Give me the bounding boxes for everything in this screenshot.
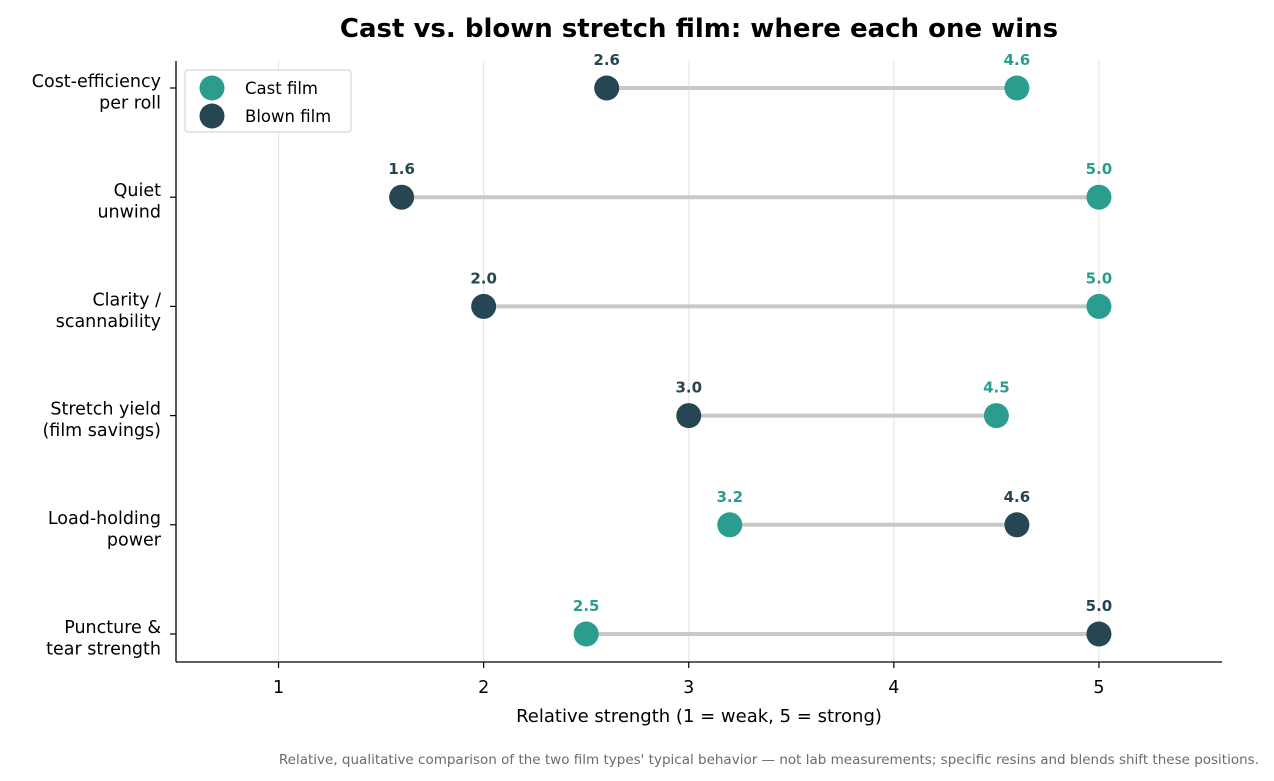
axes	[175, 61, 1222, 663]
data-points	[389, 75, 1112, 647]
value-label-blown-film-clarity-scannability: 2.0	[470, 269, 497, 287]
x-tick-label-5: 5	[1093, 678, 1104, 698]
y-tick-label-clarity-scannability: Clarity / scannability	[56, 290, 161, 332]
legend-marker-blown-film	[199, 103, 225, 129]
point-cast-film-quiet-unwind	[1086, 184, 1112, 210]
point-cast-film-load-holding-power	[717, 512, 743, 538]
x-tick-labels: 1 2 3 4 5	[273, 662, 1105, 698]
value-label-blown-film-load-holding-power: 4.6	[1004, 488, 1031, 506]
value-label-blown-film-quiet-unwind: 1.6	[388, 160, 415, 178]
point-blown-film-stretch-yield-film-savings	[676, 403, 702, 429]
footnote: Relative, qualitative comparison of the …	[279, 752, 1259, 768]
point-blown-film-quiet-unwind	[389, 184, 415, 210]
y-tick-label-load-holding-power: Load-holding power	[48, 509, 162, 551]
y-tick-label-puncture-tear-strength: Puncture & tear strength	[46, 618, 161, 660]
grid-lines	[277, 61, 1100, 662]
y-tick-label-stretch-yield-film-savings: Stretch yield (film savings)	[42, 400, 161, 442]
value-label-cast-film-stretch-yield-film-savings: 4.5	[983, 379, 1010, 397]
y-tick-labels: Cost-efficiency per roll Quiet unwind Clarit…	[32, 72, 176, 660]
connector-lines	[401, 86, 1099, 636]
y-tick-label-quiet-unwind: Quiet unwind	[97, 181, 161, 223]
x-tick-label-4: 4	[888, 678, 899, 698]
value-label-cast-film-clarity-scannability: 5.0	[1086, 269, 1113, 287]
x-tick-label-3: 3	[683, 678, 694, 698]
point-cast-film-cost-efficiency-per-roll	[1004, 75, 1030, 101]
value-label-cast-film-cost-efficiency-per-roll: 4.6	[1004, 51, 1031, 69]
legend-label-cast-film: Cast film	[245, 79, 318, 98]
value-label-cast-film-puncture-tear-strength: 2.5	[573, 597, 600, 615]
point-blown-film-clarity-scannability	[471, 293, 497, 319]
point-cast-film-stretch-yield-film-savings	[983, 403, 1009, 429]
point-cast-film-clarity-scannability	[1086, 293, 1112, 319]
x-tick-label-1: 1	[273, 678, 284, 698]
value-label-cast-film-load-holding-power: 3.2	[716, 488, 743, 506]
y-tick-label-cost-efficiency-per-roll: Cost-efficiency per roll	[32, 72, 161, 114]
point-blown-film-cost-efficiency-per-roll	[594, 75, 620, 101]
legend-label-blown-film: Blown film	[245, 107, 331, 126]
value-label-blown-film-stretch-yield-film-savings: 3.0	[675, 379, 702, 397]
value-label-blown-film-cost-efficiency-per-roll: 2.6	[593, 51, 620, 69]
x-tick-label-2: 2	[478, 678, 489, 698]
point-blown-film-puncture-tear-strength	[1086, 621, 1112, 647]
chart-title: Cast vs. blown stretch film: where each …	[340, 14, 1058, 44]
legend-box	[184, 69, 352, 133]
point-cast-film-puncture-tear-strength	[573, 621, 599, 647]
legend: Cast film Blown film	[184, 69, 352, 133]
point-blown-film-load-holding-power	[1004, 512, 1030, 538]
value-label-cast-film-quiet-unwind: 5.0	[1086, 160, 1113, 178]
x-axis-label: Relative strength (1 = weak, 5 = strong)	[516, 706, 882, 727]
legend-marker-cast-film	[199, 75, 225, 101]
value-labels: 2.6 4.6 1.6 5.0 2.0 5.0 3.0 4.5 4.6 3.2 5.0 2.5	[388, 51, 1112, 615]
value-label-blown-film-puncture-tear-strength: 5.0	[1086, 597, 1113, 615]
